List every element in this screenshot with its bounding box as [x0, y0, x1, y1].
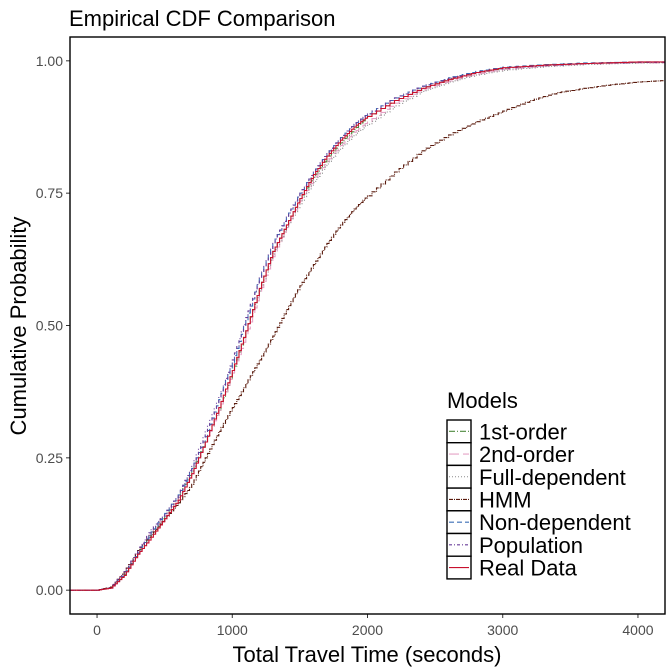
- x-tick-label: 0: [93, 622, 101, 638]
- y-axis: 0.00 0.25 0.50 0.75 1.00: [36, 53, 70, 598]
- chart-title: Empirical CDF Comparison: [69, 6, 336, 31]
- legend-label-real-data: Real Data: [479, 556, 578, 581]
- x-tick-label: 2000: [352, 622, 383, 638]
- legend-label-hmm: HMM: [479, 487, 532, 512]
- legend: Models 1st-order2nd-orderFull-dependentH…: [446, 388, 631, 581]
- x-tick-label: 1000: [217, 622, 248, 638]
- series-line-real-data: [70, 61, 665, 591]
- legend-label-full-dependent: Full-dependent: [479, 465, 626, 490]
- legend-label-1st-order: 1st-order: [479, 419, 567, 444]
- series-line-population: [70, 61, 665, 591]
- legend-label-non-dependent: Non-dependent: [479, 510, 631, 535]
- y-tick-label: 1.00: [36, 53, 63, 69]
- plot-panel-border: [69, 36, 666, 615]
- legend-title: Models: [447, 388, 518, 413]
- x-tick-label: 3000: [487, 622, 518, 638]
- x-tick-label: 4000: [622, 622, 653, 638]
- series-layer: [70, 61, 665, 591]
- y-tick-label: 0.25: [36, 450, 63, 466]
- x-axis: 0 1000 2000 3000 4000: [93, 614, 654, 638]
- series-line-2nd-order: [70, 62, 665, 591]
- y-tick-label: 0.50: [36, 318, 63, 334]
- legend-label-2nd-order: 2nd-order: [479, 442, 574, 467]
- y-tick-label: 0.00: [36, 582, 63, 598]
- y-axis-title: Cumulative Probability: [6, 217, 31, 436]
- y-tick-label: 0.75: [36, 185, 63, 201]
- x-axis-title: Total Travel Time (seconds): [233, 642, 502, 667]
- legend-label-population: Population: [479, 533, 583, 558]
